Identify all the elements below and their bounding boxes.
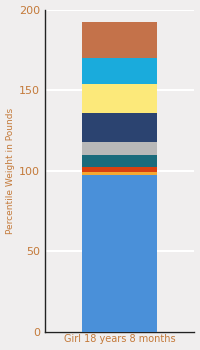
Bar: [82, 167, 157, 172]
Bar: [82, 84, 157, 113]
Bar: [82, 172, 157, 175]
Y-axis label: Percentile Weight in Pounds: Percentile Weight in Pounds: [6, 107, 15, 234]
Bar: [82, 58, 157, 84]
Bar: [82, 175, 157, 332]
Bar: [82, 142, 157, 154]
Bar: [82, 113, 157, 142]
Bar: [82, 154, 157, 167]
Bar: [82, 22, 157, 58]
